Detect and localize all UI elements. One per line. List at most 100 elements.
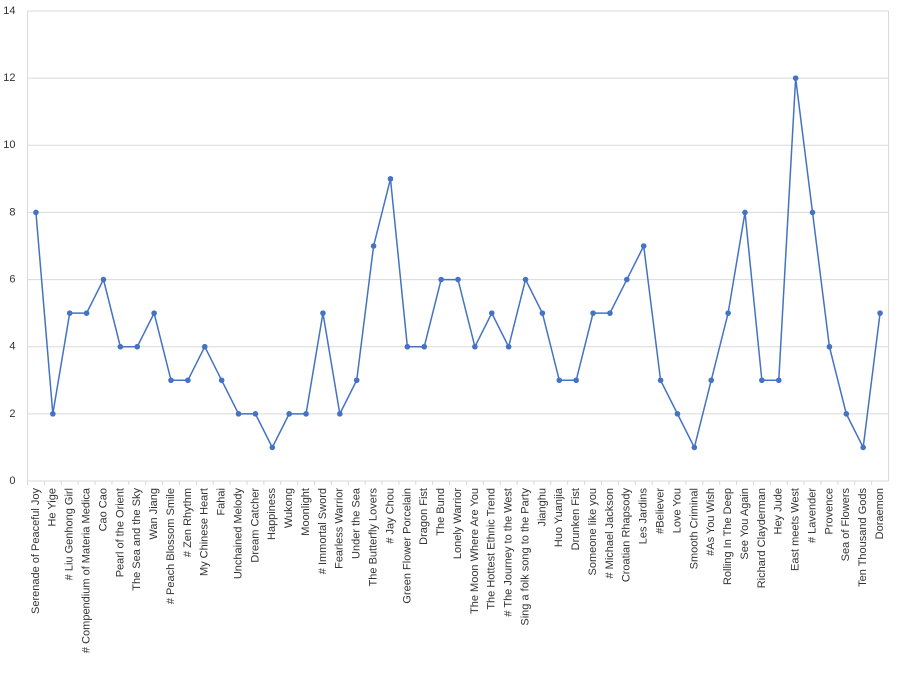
x-tick-label: Provence: [823, 488, 835, 534]
y-tick-label: 14: [3, 5, 15, 17]
marker: [337, 411, 343, 417]
x-tick-label: Serenade of Peaceful Joy: [30, 488, 42, 614]
marker: [691, 444, 698, 451]
marker: [387, 176, 394, 182]
x-tick-label: Moonlight: [300, 488, 312, 536]
marker: [151, 310, 157, 316]
marker: [860, 444, 866, 451]
marker: [657, 377, 664, 384]
x-tick-label: Hey Jude: [773, 488, 785, 534]
x-tick-label: The Butterfly Lovers: [367, 488, 379, 587]
x-tick-label: # Jay Chou: [384, 488, 396, 544]
y-tick-label: 2: [9, 408, 15, 420]
y-tick-label: 8: [9, 206, 15, 218]
marker: [370, 243, 377, 249]
x-tick-label: # Liu Genhong Girl: [64, 488, 76, 580]
marker: [320, 310, 326, 316]
marker: [83, 310, 90, 316]
marker: [269, 444, 276, 451]
x-tick-label: Dream Catcher: [249, 488, 261, 563]
x-tick-label: Happiness: [266, 488, 278, 540]
marker: [775, 377, 782, 384]
y-tick-label: 12: [3, 72, 15, 84]
x-tick-label: Ten Thousand Gods: [857, 488, 869, 587]
marker: [303, 411, 309, 417]
x-tick-label: Dragon Fist: [418, 488, 430, 545]
x-tick-label: Cao Cao: [97, 488, 109, 531]
marker: [809, 209, 816, 216]
x-tick-label: Unchained Melody: [232, 488, 244, 580]
x-tick-label: Huo Yuanjia: [553, 487, 565, 547]
x-tick-label: Les Jardins: [638, 488, 650, 545]
marker: [556, 377, 563, 384]
marker: [218, 377, 225, 384]
x-tick-label: Sing a folk song to the Party: [519, 488, 531, 626]
x-tick-label: Green Flower Porcelain: [401, 488, 413, 604]
marker: [505, 343, 512, 350]
x-tick-label: My Chinese Heart: [199, 488, 211, 576]
marker: [404, 343, 411, 350]
x-tick-label: # Peach Blossom Smile: [165, 488, 177, 604]
marker: [607, 310, 613, 316]
marker: [201, 343, 208, 350]
marker: [252, 411, 259, 417]
marker: [117, 343, 124, 350]
marker: [472, 343, 478, 350]
marker: [168, 377, 174, 384]
x-tick-label: Doraemon: [874, 488, 886, 539]
y-tick-label: 4: [9, 341, 15, 353]
x-tick-label: # Immortal Sword: [317, 488, 329, 574]
x-tick-label: # Lavender: [806, 488, 818, 543]
x-tick-label: Under the Sea: [351, 487, 363, 559]
x-tick-label: Wan Jiang: [148, 488, 160, 540]
marker: [877, 310, 883, 316]
x-tick-label: # Compendium of Materia Medica: [80, 487, 92, 653]
x-tick-label: Lonely Warrior: [452, 488, 464, 559]
x-tick-label: Love You: [671, 488, 683, 533]
marker: [185, 377, 191, 384]
x-tick-label: Someone like you: [587, 488, 599, 575]
x-tick-label: East meets West: [790, 488, 802, 571]
x-tick-label: #As You Wish: [705, 488, 717, 556]
x-tick-label: He Yige: [47, 488, 59, 527]
x-tick-label: Sea of Flowers: [840, 488, 852, 562]
x-tick-label: The Bund: [435, 488, 447, 536]
x-tick-label: Croatian Rhapsody: [621, 488, 633, 583]
marker: [522, 276, 529, 283]
marker: [488, 310, 495, 316]
x-tick-label: Drunken Fist: [570, 488, 582, 550]
x-tick-label: #Believer: [654, 488, 666, 534]
marker: [539, 310, 546, 316]
x-tick-label: Richard Clayderman: [756, 488, 768, 588]
marker: [235, 411, 242, 417]
marker: [590, 310, 596, 316]
marker: [792, 75, 799, 81]
x-tick-label: # Zen Rhythm: [182, 488, 194, 557]
line: [35, 78, 881, 450]
marker: [708, 377, 715, 384]
marker: [573, 377, 579, 384]
marker: [100, 276, 107, 283]
x-tick-label: Pearl of the Orient: [114, 488, 126, 577]
marker: [843, 411, 850, 417]
x-tick-label: Wukong: [283, 488, 295, 528]
x-tick-label: Fahai: [216, 488, 228, 516]
x-tick-label: Rolling In The Deep: [722, 488, 734, 585]
marker: [421, 343, 428, 350]
marker: [134, 343, 141, 350]
marker: [66, 310, 73, 316]
x-tick-label: Smooth Criminal: [688, 488, 700, 569]
marker: [640, 243, 647, 249]
x-tick-label: See You Again: [739, 488, 751, 560]
x-tick-label: Fearless Warrior: [334, 488, 346, 569]
x-tick-label: The Sea and the Sky: [131, 488, 143, 591]
marker: [455, 276, 461, 283]
y-tick-label: 10: [3, 139, 15, 151]
marker: [286, 411, 292, 417]
marker: [826, 343, 833, 350]
marker: [674, 411, 681, 417]
marker: [33, 209, 39, 216]
x-tick-label: Jianghu: [536, 488, 548, 527]
marker: [353, 377, 360, 384]
